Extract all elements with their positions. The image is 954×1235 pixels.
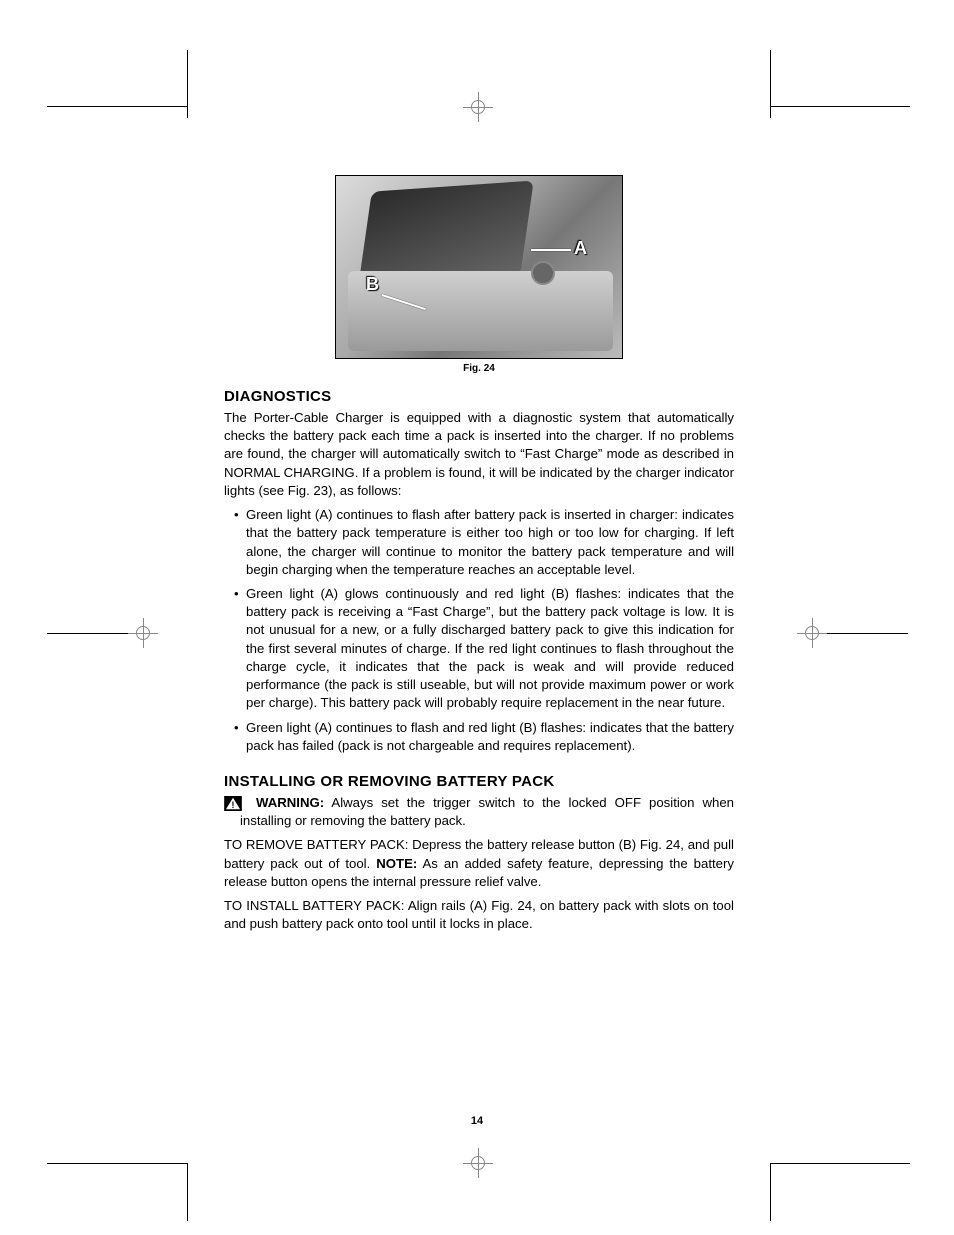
registration-mark-right xyxy=(797,618,827,648)
registration-mark-bottom xyxy=(463,1148,493,1178)
warning-label: WARNING: xyxy=(256,795,324,810)
warning-icon: ! xyxy=(224,796,242,811)
warning-paragraph: ! WARNING: Always set the trigger switch… xyxy=(224,794,734,830)
diagnostics-bullet-3: Green light (A) continues to flash and r… xyxy=(224,719,734,755)
figure-24-image: A B xyxy=(335,175,623,359)
figure-label-a: A xyxy=(574,238,587,259)
page-content: A B Fig. 24 DIAGNOSTICS The Porter-Cable… xyxy=(224,175,734,939)
diagnostics-list: Green light (A) continues to flash after… xyxy=(224,506,734,755)
page-number: 14 xyxy=(0,1115,954,1127)
diagnostics-heading: DIAGNOSTICS xyxy=(224,388,734,405)
install-paragraph: TO INSTALL BATTERY PACK: Align rails (A)… xyxy=(224,897,734,933)
diagnostics-bullet-1: Green light (A) continues to flash after… xyxy=(224,506,734,579)
install-heading: INSTALLING OR REMOVING BATTERY PACK xyxy=(224,773,734,790)
figure-caption: Fig. 24 xyxy=(224,363,734,374)
registration-mark-left xyxy=(128,618,158,648)
registration-mark-top xyxy=(463,92,493,122)
diagnostics-intro: The Porter-Cable Charger is equipped wit… xyxy=(224,409,734,500)
note-label: NOTE: xyxy=(376,856,417,871)
remove-paragraph: TO REMOVE BATTERY PACK: Depress the batt… xyxy=(224,836,734,891)
svg-text:!: ! xyxy=(232,800,235,810)
diagnostics-bullet-2: Green light (A) glows continuously and r… xyxy=(224,585,734,713)
figure-label-b: B xyxy=(366,274,379,295)
